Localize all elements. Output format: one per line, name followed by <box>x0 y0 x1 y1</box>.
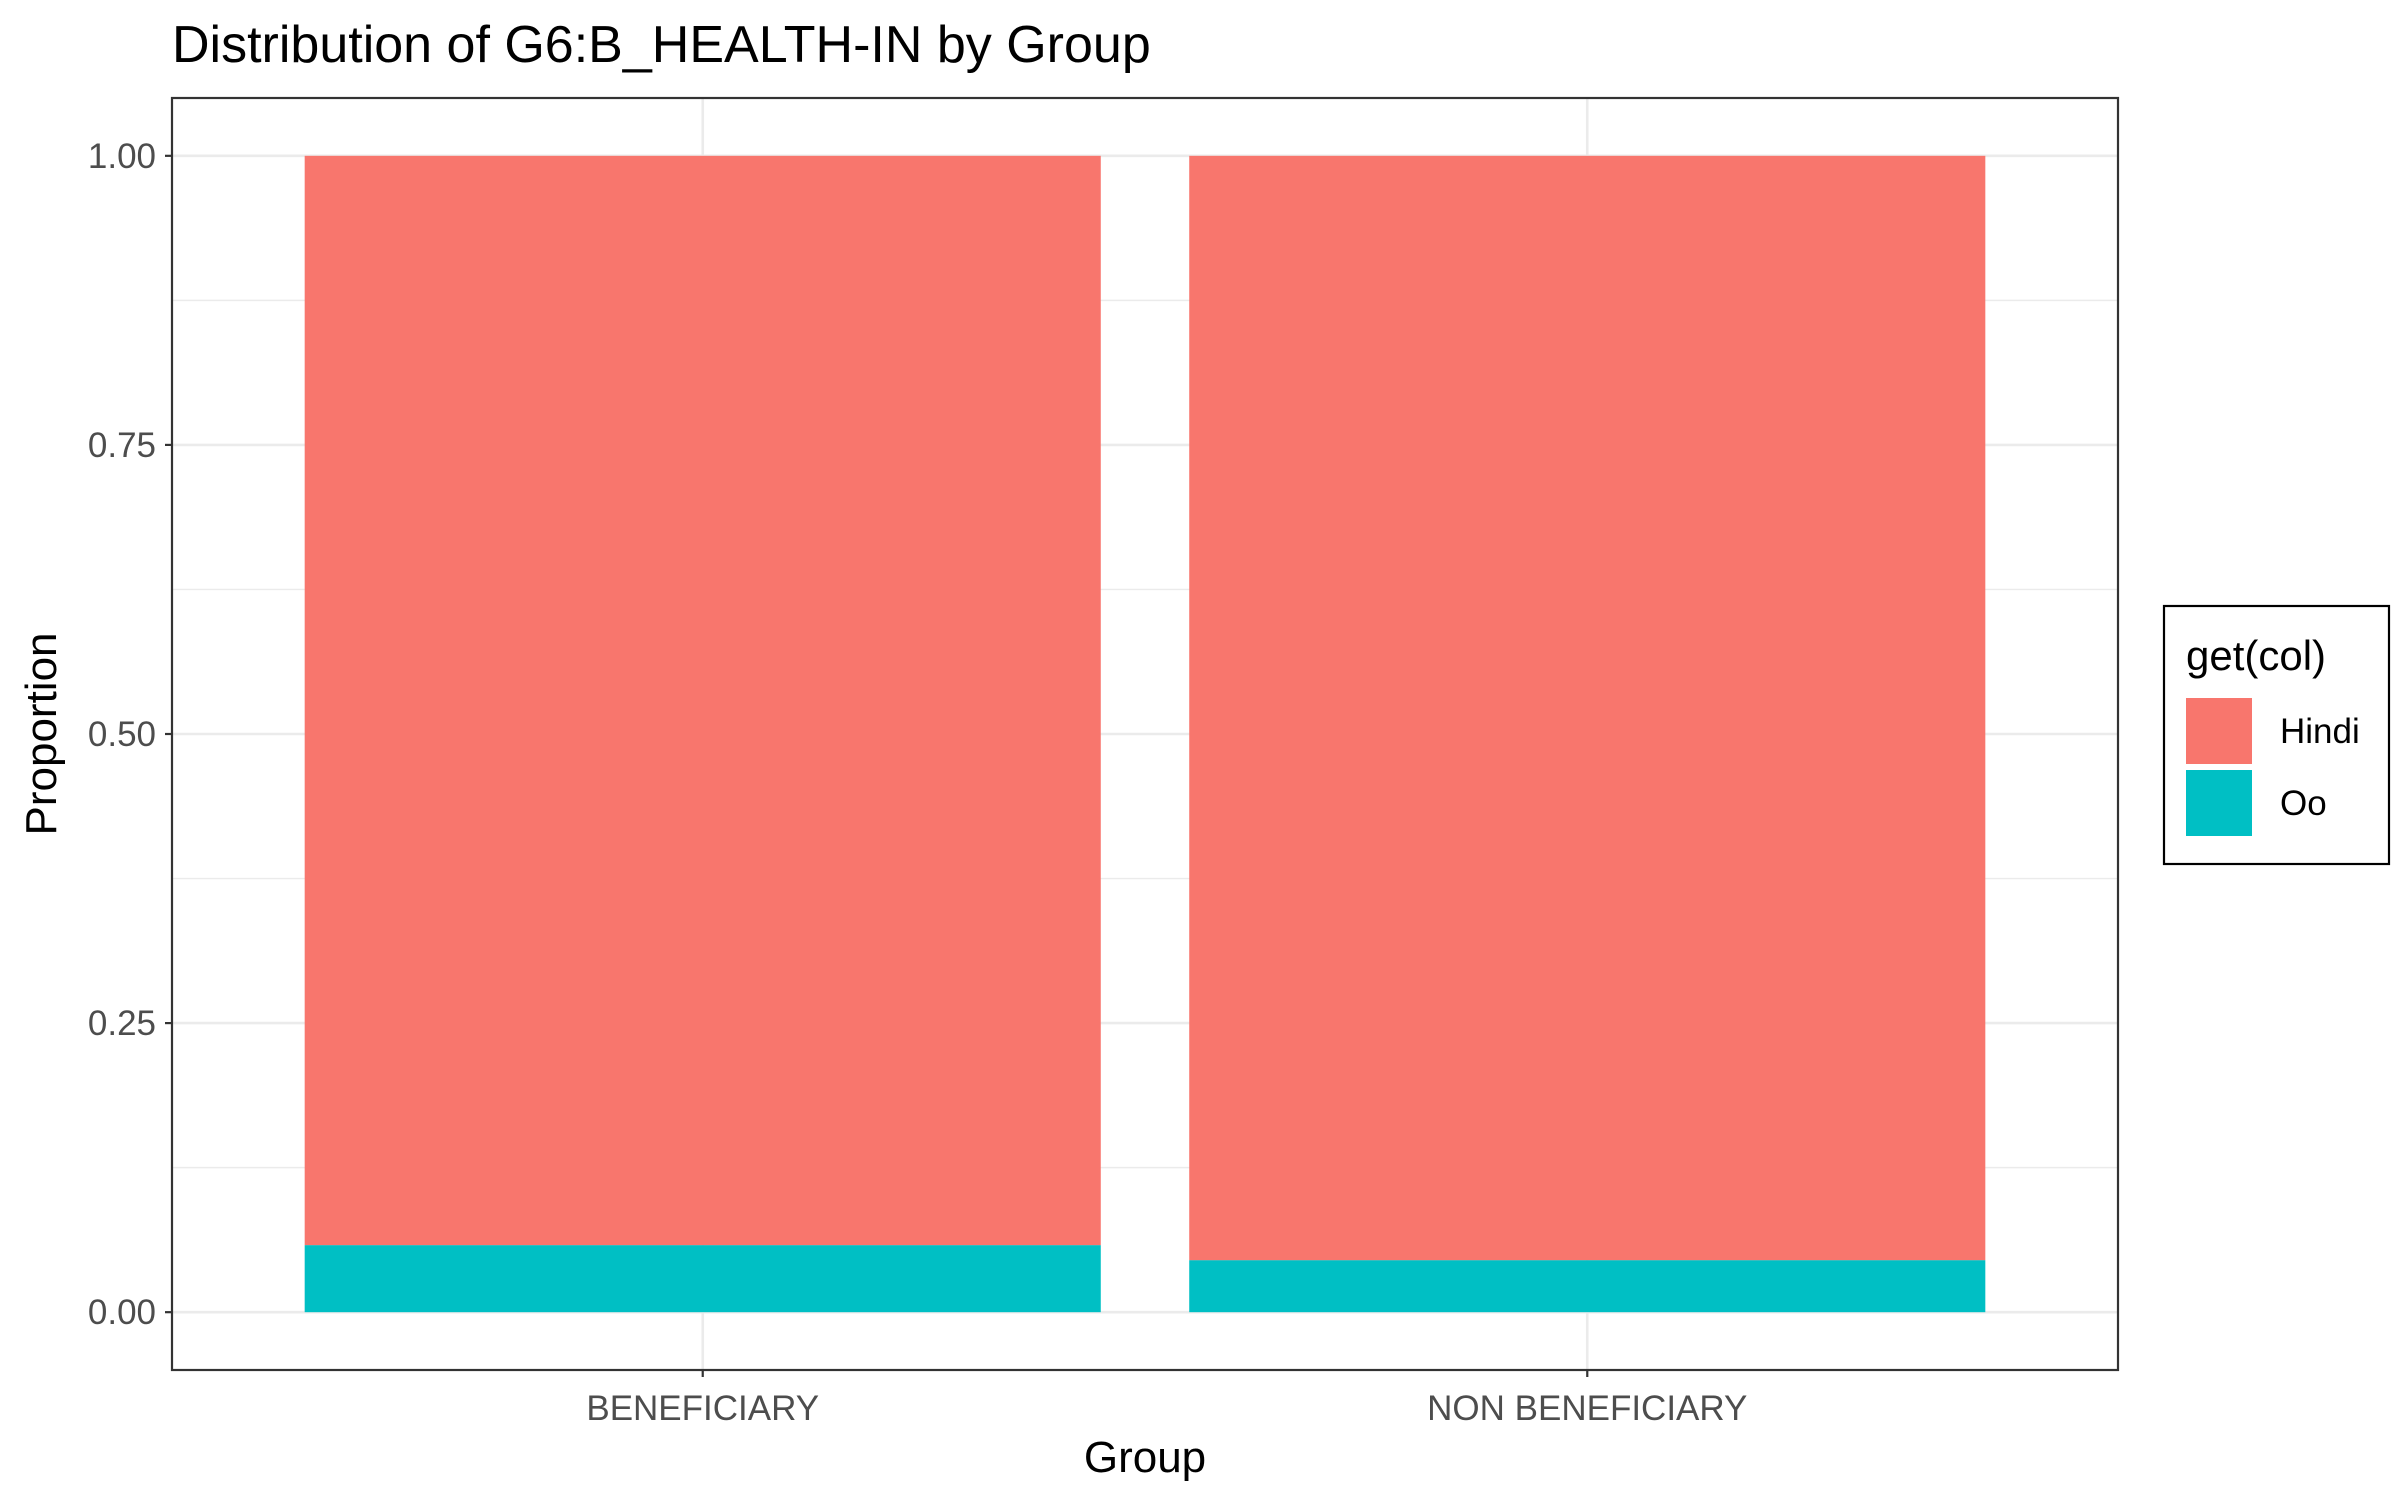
bars <box>304 155 1986 1313</box>
y-axis: 0.00 0.25 0.50 0.75 1.00 <box>88 137 172 1332</box>
y-tick-label: 0.00 <box>88 1293 156 1332</box>
y-tick-label: 0.75 <box>88 426 156 465</box>
y-tick-label: 0.50 <box>88 715 156 754</box>
legend-label-hindi: Hindi <box>2280 712 2360 751</box>
x-axis-title: Group <box>1084 1433 1206 1482</box>
y-axis-title: Proportion <box>17 632 66 835</box>
bar-oo-beneficiary <box>304 1245 1101 1313</box>
x-axis: BENEFICIARY NON BENEFICIARY <box>586 1370 1747 1428</box>
legend-label-oo: Oo <box>2280 784 2327 823</box>
legend-title: get(col) <box>2186 632 2326 679</box>
bar-oo-non-beneficiary <box>1189 1260 1986 1313</box>
bar-hindi-beneficiary <box>304 155 1101 1246</box>
legend-swatch-oo <box>2186 770 2252 836</box>
chart-title: Distribution of G6:B_HEALTH-IN by Group <box>172 16 1151 74</box>
plot-area <box>170 96 2120 1372</box>
y-tick-label: 0.25 <box>88 1004 156 1043</box>
x-tick-label: BENEFICIARY <box>586 1389 819 1428</box>
legend-swatch-hindi <box>2186 698 2252 764</box>
legend: get(col) Hindi Oo <box>2162 604 2391 866</box>
legend-items: Hindi Oo <box>2186 698 2360 836</box>
x-tick-label: NON BENEFICIARY <box>1427 1389 1747 1428</box>
y-tick-label: 1.00 <box>88 137 156 176</box>
bar-hindi-non-beneficiary <box>1189 155 1986 1261</box>
